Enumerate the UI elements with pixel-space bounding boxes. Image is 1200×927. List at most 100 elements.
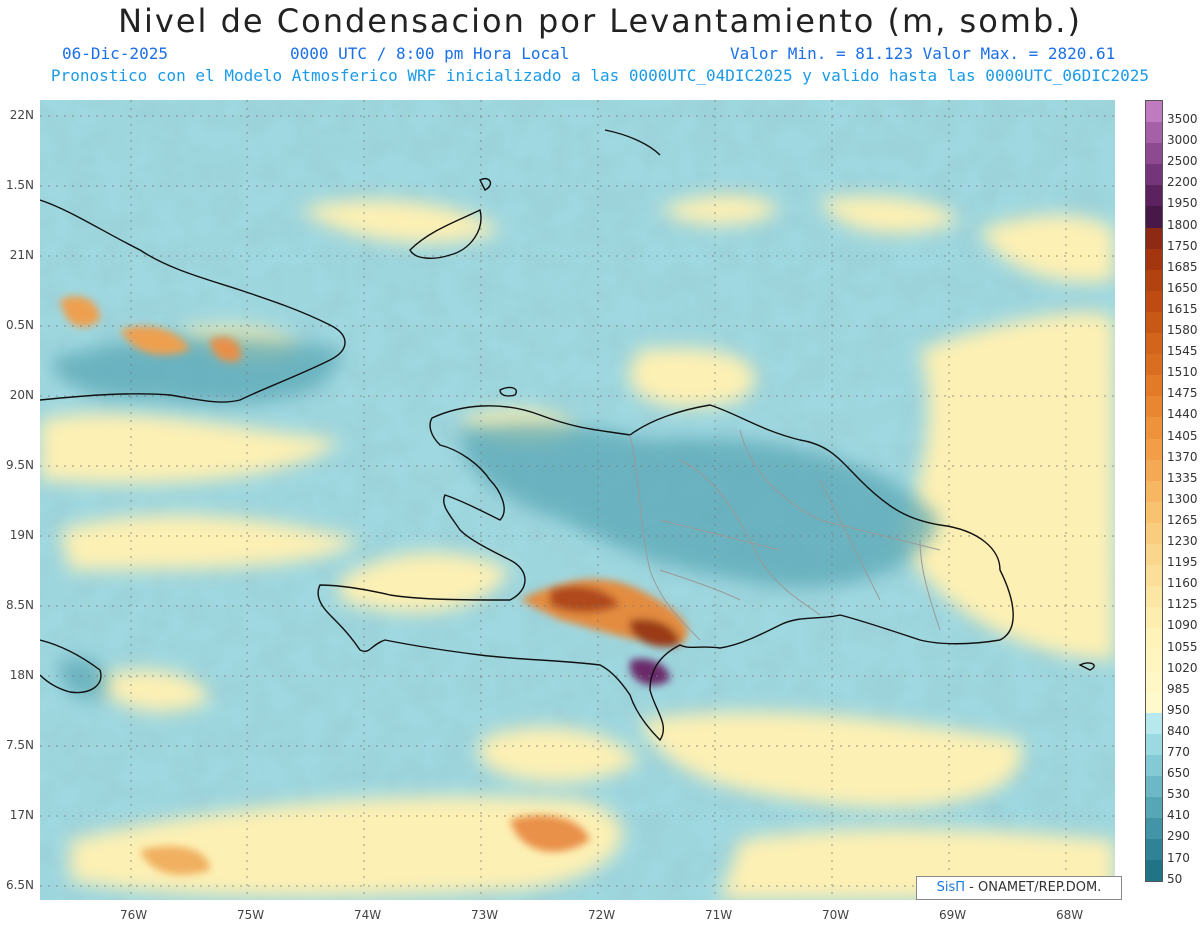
colorbar-label: 770	[1167, 745, 1190, 759]
lon-label: 71W	[705, 908, 733, 922]
forecast-time: 0000 UTC / 8:00 pm Hora Local	[290, 44, 570, 63]
colorbar-label: 3500	[1167, 112, 1198, 126]
colorbar-swatch	[1146, 290, 1162, 312]
colorbar-swatch	[1146, 311, 1162, 334]
coastlines	[40, 129, 1095, 742]
colorbar-swatch	[1146, 333, 1162, 355]
colorbar-label: 1545	[1167, 344, 1198, 359]
colorbar-label: 1335	[1167, 470, 1198, 485]
colorbar-swatch	[1146, 670, 1162, 692]
colorbar-swatch	[1146, 565, 1162, 587]
colorbar-label: 1055	[1167, 639, 1198, 654]
colorbar-swatch	[1146, 101, 1162, 123]
colorbar-swatch	[1146, 649, 1162, 671]
colorbar-swatch	[1146, 143, 1162, 165]
colorbar-swatch	[1146, 776, 1162, 798]
forecast-date: 06-Dic-2025	[62, 44, 168, 63]
colorbar-label: 2200	[1167, 175, 1198, 190]
colorbar-label: 1440	[1167, 407, 1198, 422]
colorbar-label: 1950	[1167, 196, 1198, 211]
colorbar-label: 1685	[1167, 259, 1198, 274]
colorbar	[1145, 100, 1163, 883]
sis-logo: SisΠ	[936, 880, 966, 895]
graticule	[40, 100, 1115, 900]
colorbar-swatch	[1146, 480, 1162, 502]
colorbar-swatch	[1146, 754, 1162, 776]
colorbar-swatch	[1146, 227, 1162, 249]
colorbar-swatch	[1146, 354, 1162, 376]
colorbar-swatch	[1146, 206, 1162, 228]
lon-label: 75W	[237, 908, 265, 922]
colorbar-swatch	[1146, 586, 1162, 608]
colorbar-label: 1195	[1167, 555, 1198, 570]
colorbar-label: 530	[1167, 787, 1190, 802]
colorbar-swatch	[1146, 839, 1162, 861]
colorbar-swatch	[1146, 860, 1162, 882]
lat-label: 7.5N	[5, 738, 34, 752]
lon-label: 72W	[588, 908, 616, 922]
lon-label: 74W	[354, 908, 382, 922]
lat-label: 20N	[9, 388, 34, 402]
lat-label: 9.5N	[5, 458, 34, 472]
colorbar-label: 985	[1167, 681, 1190, 696]
forecast-map	[40, 100, 1115, 900]
colorbar-swatch	[1146, 417, 1162, 439]
high-lcl-patches	[50, 336, 940, 700]
colorbar-label: 2500	[1167, 154, 1198, 169]
model-description: Pronostico con el Modelo Atmosferico WRF…	[50, 66, 1150, 85]
lat-label: 0.5N	[5, 318, 34, 332]
colorbar-swatch	[1146, 438, 1162, 460]
colorbar-swatch	[1146, 797, 1162, 819]
colorbar-swatch	[1146, 501, 1162, 523]
colorbar-label: 1405	[1167, 428, 1198, 443]
colorbar-label: 1090	[1167, 618, 1198, 633]
colorbar-swatch	[1146, 522, 1162, 544]
colorbar-label: 170	[1167, 850, 1190, 865]
colorbar-swatch	[1146, 712, 1162, 734]
colorbar-label: 950	[1167, 702, 1190, 717]
colorbar-swatch	[1146, 543, 1162, 566]
colorbar-swatch	[1146, 269, 1162, 291]
peak-lcl-patches	[60, 296, 688, 875]
lat-label: 21N	[9, 248, 34, 262]
colorbar-label: 1510	[1167, 365, 1198, 380]
credit-text: - ONAMET/REP.DOM.	[965, 880, 1102, 895]
lat-label: 18N	[9, 668, 34, 682]
colorbar-swatch	[1146, 164, 1162, 186]
colorbar-label: 1300	[1167, 491, 1198, 506]
colorbar-label: 1615	[1167, 301, 1198, 316]
colorbar-label: 3000	[1167, 133, 1198, 148]
colorbar-swatch	[1146, 818, 1162, 840]
colorbar-label: 840	[1167, 723, 1190, 738]
colorbar-swatch	[1146, 122, 1162, 144]
lat-label: 19N	[9, 528, 34, 542]
lon-label: 70W	[822, 908, 850, 922]
colorbar-label: 1230	[1167, 534, 1198, 548]
colorbar-swatch	[1146, 628, 1162, 650]
lon-label: 73W	[471, 908, 499, 922]
colorbar-swatch	[1146, 185, 1162, 207]
colorbar-swatch	[1146, 459, 1162, 481]
colorbar-label: 1125	[1167, 597, 1198, 612]
colorbar-label: 1020	[1167, 660, 1198, 675]
colorbar-swatch	[1146, 248, 1162, 270]
colorbar-label: 50	[1167, 871, 1183, 886]
lat-label: 17N	[9, 808, 34, 822]
lat-label: 8.5N	[5, 598, 34, 612]
province-borders	[629, 429, 941, 641]
colorbar-swatch	[1146, 396, 1162, 418]
colorbar-label: 1580	[1167, 323, 1198, 337]
lat-label: 1.5N	[5, 178, 34, 192]
colorbar-swatch	[1146, 375, 1162, 397]
colorbar-label: 1370	[1167, 449, 1198, 464]
colorbar-label: 1650	[1167, 280, 1198, 295]
min-max-values: Valor Min. = 81.123 Valor Max. = 2820.61	[730, 44, 1116, 63]
map-title: Nivel de Condensacion por Levantamiento …	[118, 2, 1082, 40]
lat-label: 6.5N	[5, 878, 34, 892]
lon-label: 76W	[120, 908, 148, 922]
colorbar-swatch	[1146, 607, 1162, 629]
colorbar-label: 1265	[1167, 512, 1198, 527]
colorbar-swatch	[1146, 691, 1162, 713]
colorbar-label: 1160	[1167, 576, 1198, 591]
colorbar-swatch	[1146, 733, 1162, 755]
